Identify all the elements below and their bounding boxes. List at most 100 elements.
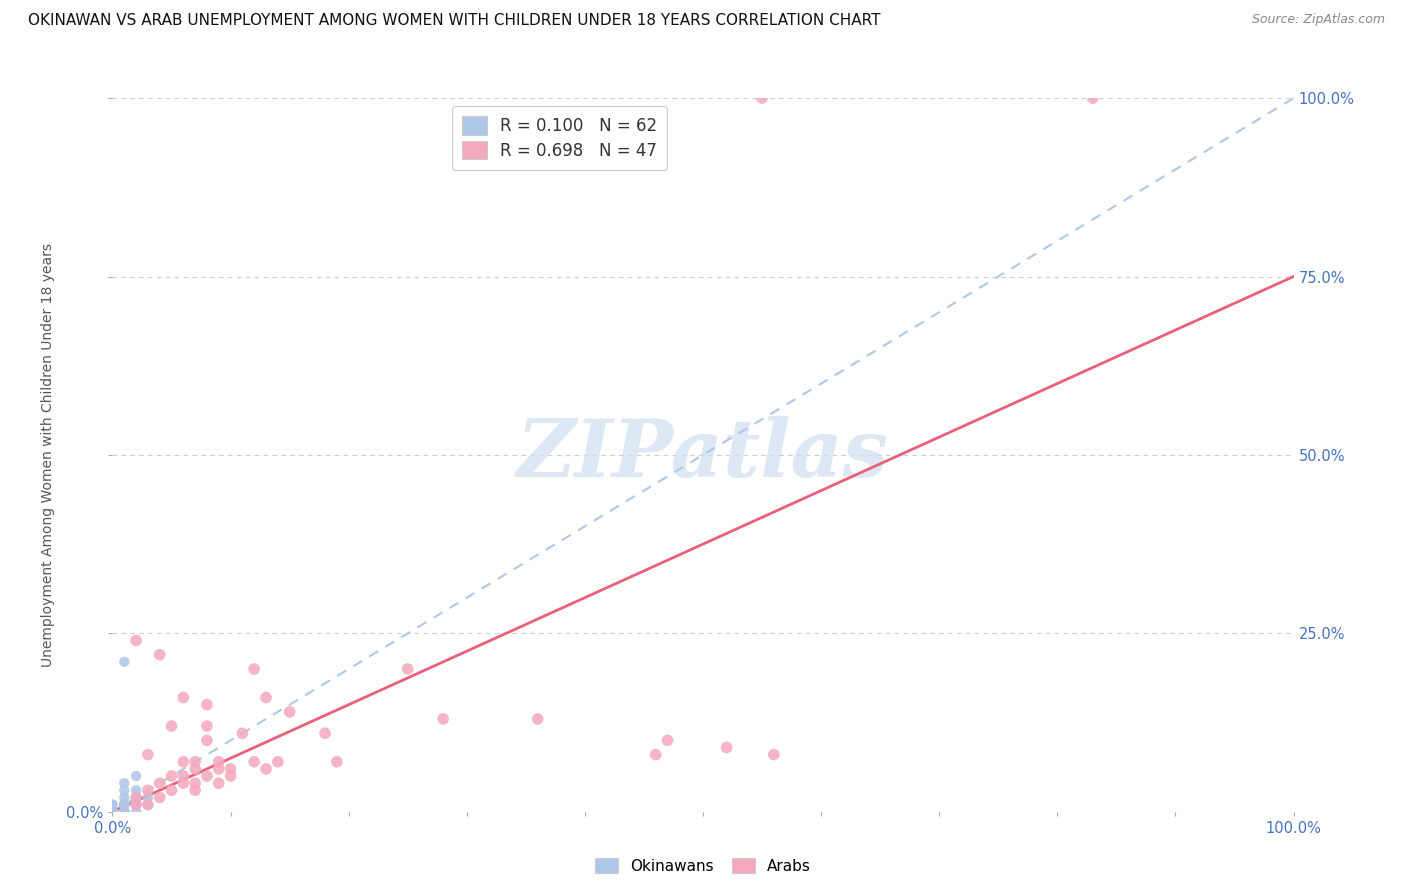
Text: OKINAWAN VS ARAB UNEMPLOYMENT AMONG WOMEN WITH CHILDREN UNDER 18 YEARS CORRELATI: OKINAWAN VS ARAB UNEMPLOYMENT AMONG WOME…	[28, 13, 880, 29]
Point	[231, 726, 253, 740]
Point	[112, 797, 135, 812]
Point	[112, 790, 135, 805]
Point	[716, 740, 738, 755]
Point	[278, 705, 301, 719]
Point	[208, 762, 231, 776]
Point	[101, 805, 124, 819]
Point	[195, 769, 218, 783]
Point	[751, 91, 773, 105]
Point	[172, 755, 194, 769]
Point	[101, 805, 124, 819]
Point	[526, 712, 548, 726]
Point	[125, 790, 148, 805]
Point	[112, 776, 135, 790]
Point	[101, 805, 124, 819]
Point	[101, 797, 124, 812]
Point	[1081, 91, 1104, 105]
Point	[243, 755, 266, 769]
Point	[125, 790, 148, 805]
Point	[112, 655, 135, 669]
Point	[101, 805, 124, 819]
Point	[125, 797, 148, 812]
Point	[208, 755, 231, 769]
Point	[101, 797, 124, 812]
Point	[172, 690, 194, 705]
Point	[254, 690, 277, 705]
Point	[136, 783, 159, 797]
Point	[101, 805, 124, 819]
Point	[112, 783, 135, 797]
Point	[101, 805, 124, 819]
Point	[254, 762, 277, 776]
Point	[326, 755, 349, 769]
Point	[101, 805, 124, 819]
Point	[112, 805, 135, 819]
Point	[136, 790, 159, 805]
Point	[101, 805, 124, 819]
Point	[101, 805, 124, 819]
Point	[243, 662, 266, 676]
Point	[101, 805, 124, 819]
Point	[112, 805, 135, 819]
Point	[101, 805, 124, 819]
Point	[184, 755, 207, 769]
Point	[101, 805, 124, 819]
Point	[396, 662, 419, 676]
Point	[219, 769, 242, 783]
Point	[112, 805, 135, 819]
Point	[160, 783, 183, 797]
Point	[208, 776, 231, 790]
Point	[136, 747, 159, 762]
Point	[112, 797, 135, 812]
Point	[101, 805, 124, 819]
Point	[101, 805, 124, 819]
Point	[112, 797, 135, 812]
Point	[267, 755, 290, 769]
Point	[101, 805, 124, 819]
Point	[101, 805, 124, 819]
Point	[184, 776, 207, 790]
Point	[101, 805, 124, 819]
Point	[149, 790, 172, 805]
Point	[184, 762, 207, 776]
Point	[657, 733, 679, 747]
Point	[101, 805, 124, 819]
Point	[112, 805, 135, 819]
Point	[101, 805, 124, 819]
Point	[112, 805, 135, 819]
Point	[112, 805, 135, 819]
Point	[195, 733, 218, 747]
Point	[160, 719, 183, 733]
Point	[644, 747, 666, 762]
Point	[125, 797, 148, 812]
Legend: R = 0.100   N = 62, R = 0.698   N = 47: R = 0.100 N = 62, R = 0.698 N = 47	[451, 106, 666, 169]
Y-axis label: Unemployment Among Women with Children Under 18 years: Unemployment Among Women with Children U…	[41, 243, 55, 667]
Legend: Okinawans, Arabs: Okinawans, Arabs	[589, 852, 817, 880]
Point	[136, 797, 159, 812]
Point	[432, 712, 454, 726]
Point	[184, 783, 207, 797]
Point	[762, 747, 785, 762]
Point	[125, 769, 148, 783]
Point	[101, 805, 124, 819]
Point	[101, 805, 124, 819]
Text: Source: ZipAtlas.com: Source: ZipAtlas.com	[1251, 13, 1385, 27]
Point	[101, 805, 124, 819]
Point	[125, 797, 148, 812]
Point	[125, 790, 148, 805]
Point	[314, 726, 336, 740]
Point	[125, 805, 148, 819]
Point	[101, 805, 124, 819]
Point	[195, 719, 218, 733]
Point	[101, 805, 124, 819]
Point	[112, 805, 135, 819]
Point	[125, 790, 148, 805]
Point	[112, 805, 135, 819]
Point	[125, 783, 148, 797]
Point	[101, 805, 124, 819]
Point	[101, 805, 124, 819]
Point	[101, 805, 124, 819]
Point	[101, 805, 124, 819]
Point	[125, 633, 148, 648]
Point	[101, 805, 124, 819]
